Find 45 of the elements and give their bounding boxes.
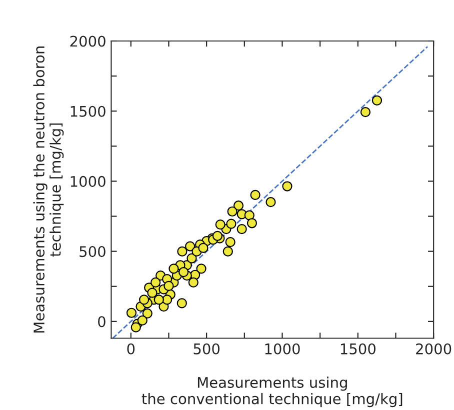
point [178,267,189,278]
y-tick-label: 1000 [70,176,106,187]
point [147,288,158,298]
point [185,241,196,252]
point [126,308,137,318]
x-tick-label: 0 [127,343,135,354]
point [137,315,148,326]
point [164,280,174,292]
x-axis-title: Measurements using the conventional technique [mg/kg] [142,376,402,408]
point [142,308,152,318]
y-tick-label: 2000 [70,36,106,47]
point [139,294,150,305]
point [162,294,172,305]
point [236,224,247,234]
x-tick-label: 500 [194,343,220,354]
point [212,230,223,241]
point [226,218,236,229]
point [372,95,382,106]
point [130,322,141,332]
x-tick-label: 1500 [340,343,376,354]
x-tick-label: 2000 [416,343,452,354]
point [186,253,197,264]
y-tick-label: 500 [80,246,106,258]
point [196,264,206,274]
point [177,246,188,257]
point [266,197,276,208]
point [250,190,260,200]
point [360,107,371,118]
point [222,246,233,257]
point [246,218,258,228]
x-tick-label: 1000 [265,343,300,354]
point [215,219,226,230]
point [154,294,164,305]
point [282,181,292,192]
point [225,237,236,248]
point [198,242,208,254]
point [176,298,187,308]
y-axis-title: Measurements using the neutron boron technique [mg/kg] [33,46,64,332]
point [244,210,254,220]
point [227,206,238,217]
point [188,277,198,288]
point [150,277,161,288]
y-tick-label: 1500 [70,106,106,117]
y-tick-label: 0 [98,316,106,328]
point [168,264,179,274]
